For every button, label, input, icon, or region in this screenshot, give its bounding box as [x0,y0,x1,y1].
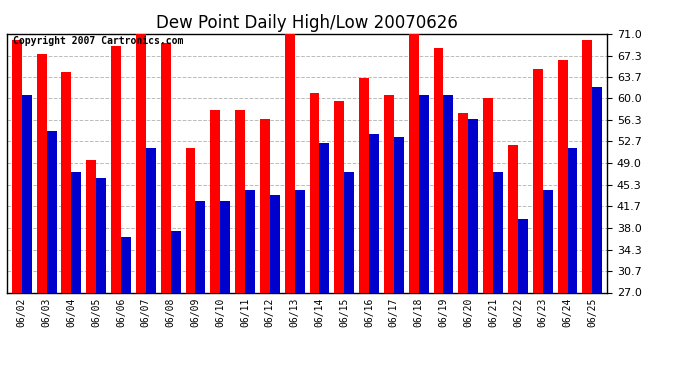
Bar [518,219,528,292]
Bar [419,96,428,292]
Bar [582,40,592,292]
Bar [483,99,493,292]
Bar [558,60,567,292]
Bar [210,110,220,292]
Bar [384,96,394,292]
Bar [319,142,329,292]
Title: Dew Point Daily High/Low 20070626: Dew Point Daily High/Low 20070626 [156,14,458,32]
Bar [285,34,295,292]
Bar [408,34,419,292]
Bar [22,96,32,292]
Bar [245,190,255,292]
Bar [394,136,404,292]
Bar [121,237,131,292]
Bar [369,134,379,292]
Bar [359,78,369,292]
Bar [161,43,170,292]
Bar [344,172,354,292]
Bar [195,201,206,292]
Bar [310,93,319,292]
Bar [170,231,181,292]
Bar [270,195,279,292]
Bar [12,40,22,292]
Bar [96,178,106,292]
Bar [37,54,47,292]
Bar [533,69,543,292]
Bar [508,146,518,292]
Bar [71,172,81,292]
Bar [146,148,156,292]
Bar [444,96,453,292]
Bar [433,48,444,292]
Bar [260,119,270,292]
Text: Copyright 2007 Cartronics.com: Copyright 2007 Cartronics.com [13,36,184,46]
Bar [493,172,503,292]
Bar [86,160,96,292]
Bar [235,110,245,292]
Bar [295,190,304,292]
Bar [543,190,553,292]
Bar [335,101,344,292]
Bar [186,148,195,292]
Bar [47,131,57,292]
Bar [220,201,230,292]
Bar [458,113,469,292]
Bar [61,72,71,292]
Bar [592,87,602,292]
Bar [567,148,578,292]
Bar [469,119,478,292]
Bar [111,45,121,292]
Bar [136,31,146,292]
